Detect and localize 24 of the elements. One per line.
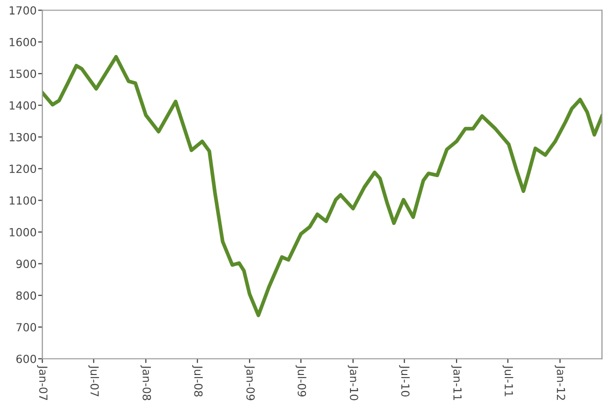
- x-tick-label: Jul-11: [502, 365, 514, 396]
- y-tick-label: 1700: [10, 6, 36, 15]
- x-tick-label: Jan-07: [37, 365, 48, 400]
- y-tick-label: 1100: [10, 196, 36, 205]
- x-tick-label: Jan-09: [244, 365, 255, 400]
- y-tick-label: 1500: [10, 70, 36, 78]
- x-tick-label: Jul-09: [296, 365, 306, 396]
- x-tick-label: Jan-11: [451, 365, 462, 400]
- y-tick-label: 900: [16, 260, 36, 268]
- y-tick-label: 1200: [10, 164, 36, 174]
- x-tick-label: Jul-07: [88, 365, 100, 396]
- y-tick-label: 600: [16, 354, 36, 364]
- x-tick-label: Jul-08: [192, 365, 203, 396]
- y-tick-label: 1600: [10, 38, 36, 46]
- y-tick-label: 1400: [10, 101, 36, 110]
- y-tick-label: 700: [16, 323, 36, 332]
- y-tick-label: 1000: [10, 228, 36, 236]
- x-tick-label: Jan-08: [140, 365, 152, 400]
- line-series: [42, 55, 602, 318]
- x-tick-label: Jul-10: [399, 365, 410, 397]
- y-tick-label: 800: [16, 291, 36, 300]
- x-tick-label: Jan-12: [554, 365, 566, 400]
- x-tick-label: Jan-10: [348, 365, 358, 400]
- y-tick-label: 1300: [10, 132, 36, 142]
